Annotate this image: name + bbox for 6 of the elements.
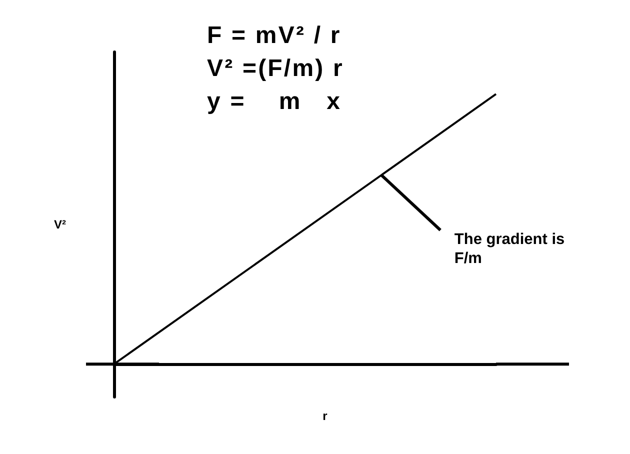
text: V² =(F/m) r [207, 55, 344, 83]
x-axis-title: r [322, 408, 328, 423]
annotation: The gradient is F/m [454, 230, 566, 268]
annotation: y = m x [207, 88, 342, 116]
text: F = mV² / r [207, 22, 342, 50]
y-axis-title: V² [54, 218, 66, 232]
